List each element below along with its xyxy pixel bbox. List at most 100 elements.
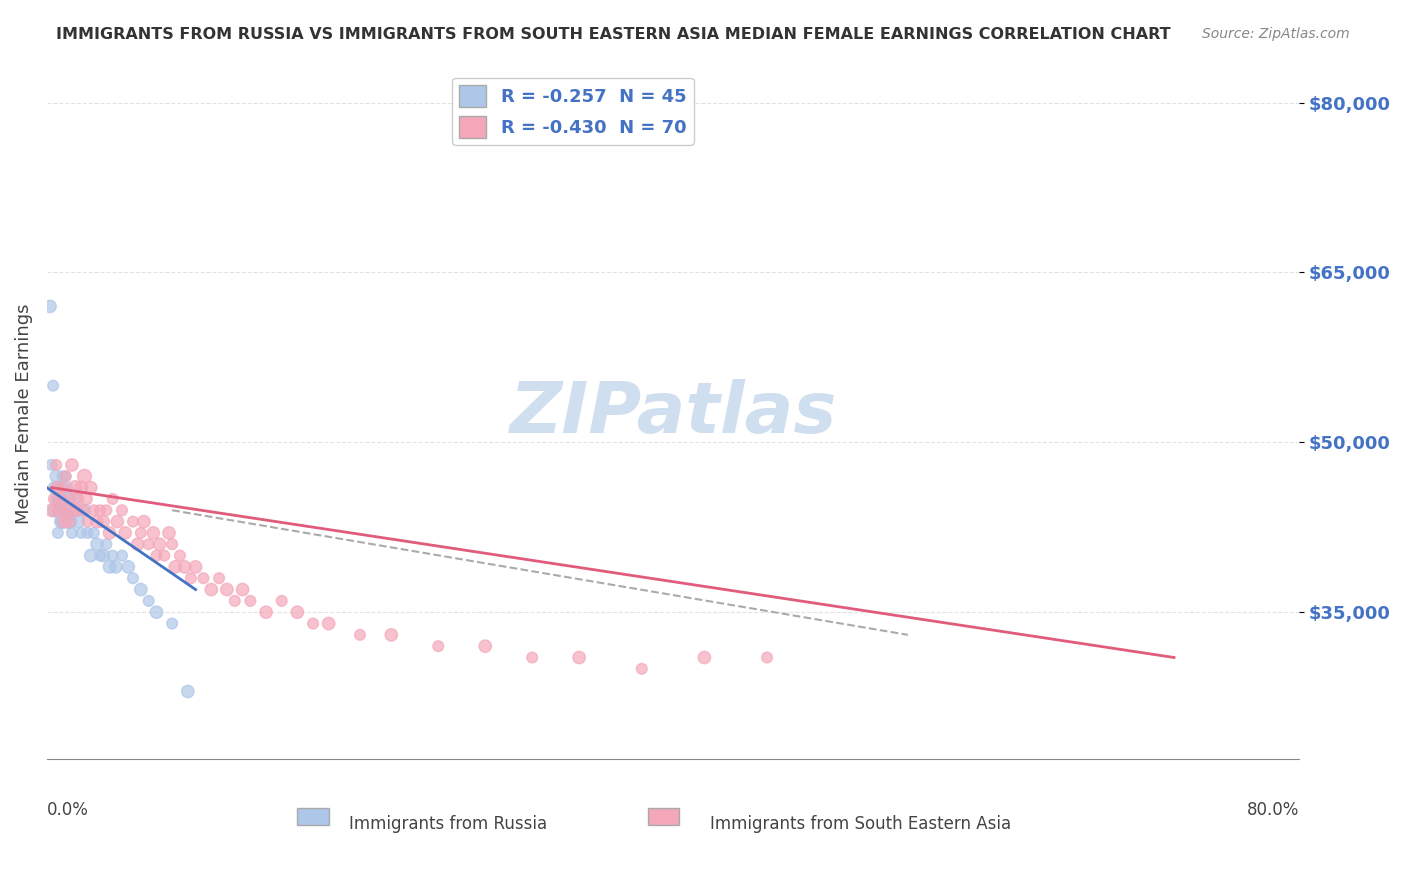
Point — [66, 503, 89, 517]
Point — [129, 525, 152, 540]
Point — [41, 503, 63, 517]
Point — [153, 549, 176, 563]
Point — [44, 503, 66, 517]
Point — [49, 491, 72, 506]
Point — [96, 537, 118, 551]
Point — [169, 549, 191, 563]
Point — [157, 525, 180, 540]
Point — [89, 503, 111, 517]
Point — [145, 549, 167, 563]
Text: 80.0%: 80.0% — [1247, 801, 1299, 819]
Point — [51, 515, 73, 529]
Point — [200, 582, 222, 597]
Text: Immigrants from Russia: Immigrants from Russia — [349, 814, 547, 833]
Text: Immigrants from South Eastern Asia: Immigrants from South Eastern Asia — [710, 814, 1011, 833]
Point — [132, 515, 155, 529]
Point — [111, 549, 134, 563]
Point — [48, 491, 70, 506]
Point — [63, 481, 86, 495]
Point — [80, 481, 103, 495]
Point — [349, 628, 371, 642]
Text: IMMIGRANTS FROM RUSSIA VS IMMIGRANTS FROM SOUTH EASTERN ASIA MEDIAN FEMALE EARNI: IMMIGRANTS FROM RUSSIA VS IMMIGRANTS FRO… — [56, 27, 1171, 42]
Point — [101, 549, 124, 563]
Point — [285, 605, 308, 619]
Point — [45, 458, 67, 472]
Point — [254, 605, 277, 619]
Point — [73, 469, 96, 483]
Point — [165, 560, 187, 574]
Point — [63, 491, 86, 506]
Point — [49, 515, 72, 529]
Point — [98, 560, 121, 574]
Point — [80, 549, 103, 563]
Point — [45, 491, 67, 506]
Text: 0.0%: 0.0% — [46, 801, 89, 819]
Point — [138, 537, 160, 551]
Point — [101, 491, 124, 506]
FancyBboxPatch shape — [297, 808, 329, 825]
Point — [60, 458, 83, 472]
Point — [53, 503, 76, 517]
Point — [208, 571, 231, 585]
Point — [60, 525, 83, 540]
Point — [83, 503, 105, 517]
Point — [48, 503, 70, 517]
Point — [51, 469, 73, 483]
Point — [41, 458, 63, 472]
Point — [104, 560, 127, 574]
Point — [149, 537, 172, 551]
Point — [44, 481, 66, 495]
Point — [53, 515, 76, 529]
Point — [215, 582, 238, 597]
Point — [224, 594, 246, 608]
Point — [184, 560, 207, 574]
Point — [91, 549, 114, 563]
Point — [59, 491, 82, 506]
Point — [44, 491, 66, 506]
Point — [474, 639, 496, 653]
Point — [122, 515, 145, 529]
Point — [42, 378, 65, 392]
Point — [145, 605, 167, 619]
Text: ZIPatlas: ZIPatlas — [509, 379, 837, 449]
Point — [568, 650, 591, 665]
Point — [522, 650, 544, 665]
Point — [67, 515, 90, 529]
Point — [86, 537, 108, 551]
Point — [693, 650, 716, 665]
Point — [122, 571, 145, 585]
Point — [45, 469, 67, 483]
Point — [173, 560, 195, 574]
Point — [73, 503, 96, 517]
Point — [86, 515, 108, 529]
Point — [48, 503, 70, 517]
Text: Source: ZipAtlas.com: Source: ZipAtlas.com — [1202, 27, 1350, 41]
Point — [55, 469, 77, 483]
Point — [51, 481, 73, 495]
Point — [160, 537, 183, 551]
Point — [180, 571, 202, 585]
Point — [427, 639, 450, 653]
Point — [318, 616, 340, 631]
Point — [96, 503, 118, 517]
Point — [239, 594, 262, 608]
Point — [193, 571, 215, 585]
Point — [58, 515, 80, 529]
Point — [89, 549, 111, 563]
Point — [232, 582, 254, 597]
Legend: R = -0.257  N = 45, R = -0.430  N = 70: R = -0.257 N = 45, R = -0.430 N = 70 — [453, 78, 693, 145]
Point — [380, 628, 402, 642]
Point — [138, 594, 160, 608]
Point — [270, 594, 292, 608]
Point — [83, 525, 105, 540]
Point — [72, 503, 94, 517]
Point — [56, 491, 79, 506]
Point — [630, 662, 652, 676]
Point — [302, 616, 325, 631]
Y-axis label: Median Female Earnings: Median Female Earnings — [15, 304, 32, 524]
Point — [75, 491, 97, 506]
Point — [129, 582, 152, 597]
Point — [56, 481, 79, 495]
FancyBboxPatch shape — [648, 808, 679, 825]
Point — [117, 560, 139, 574]
